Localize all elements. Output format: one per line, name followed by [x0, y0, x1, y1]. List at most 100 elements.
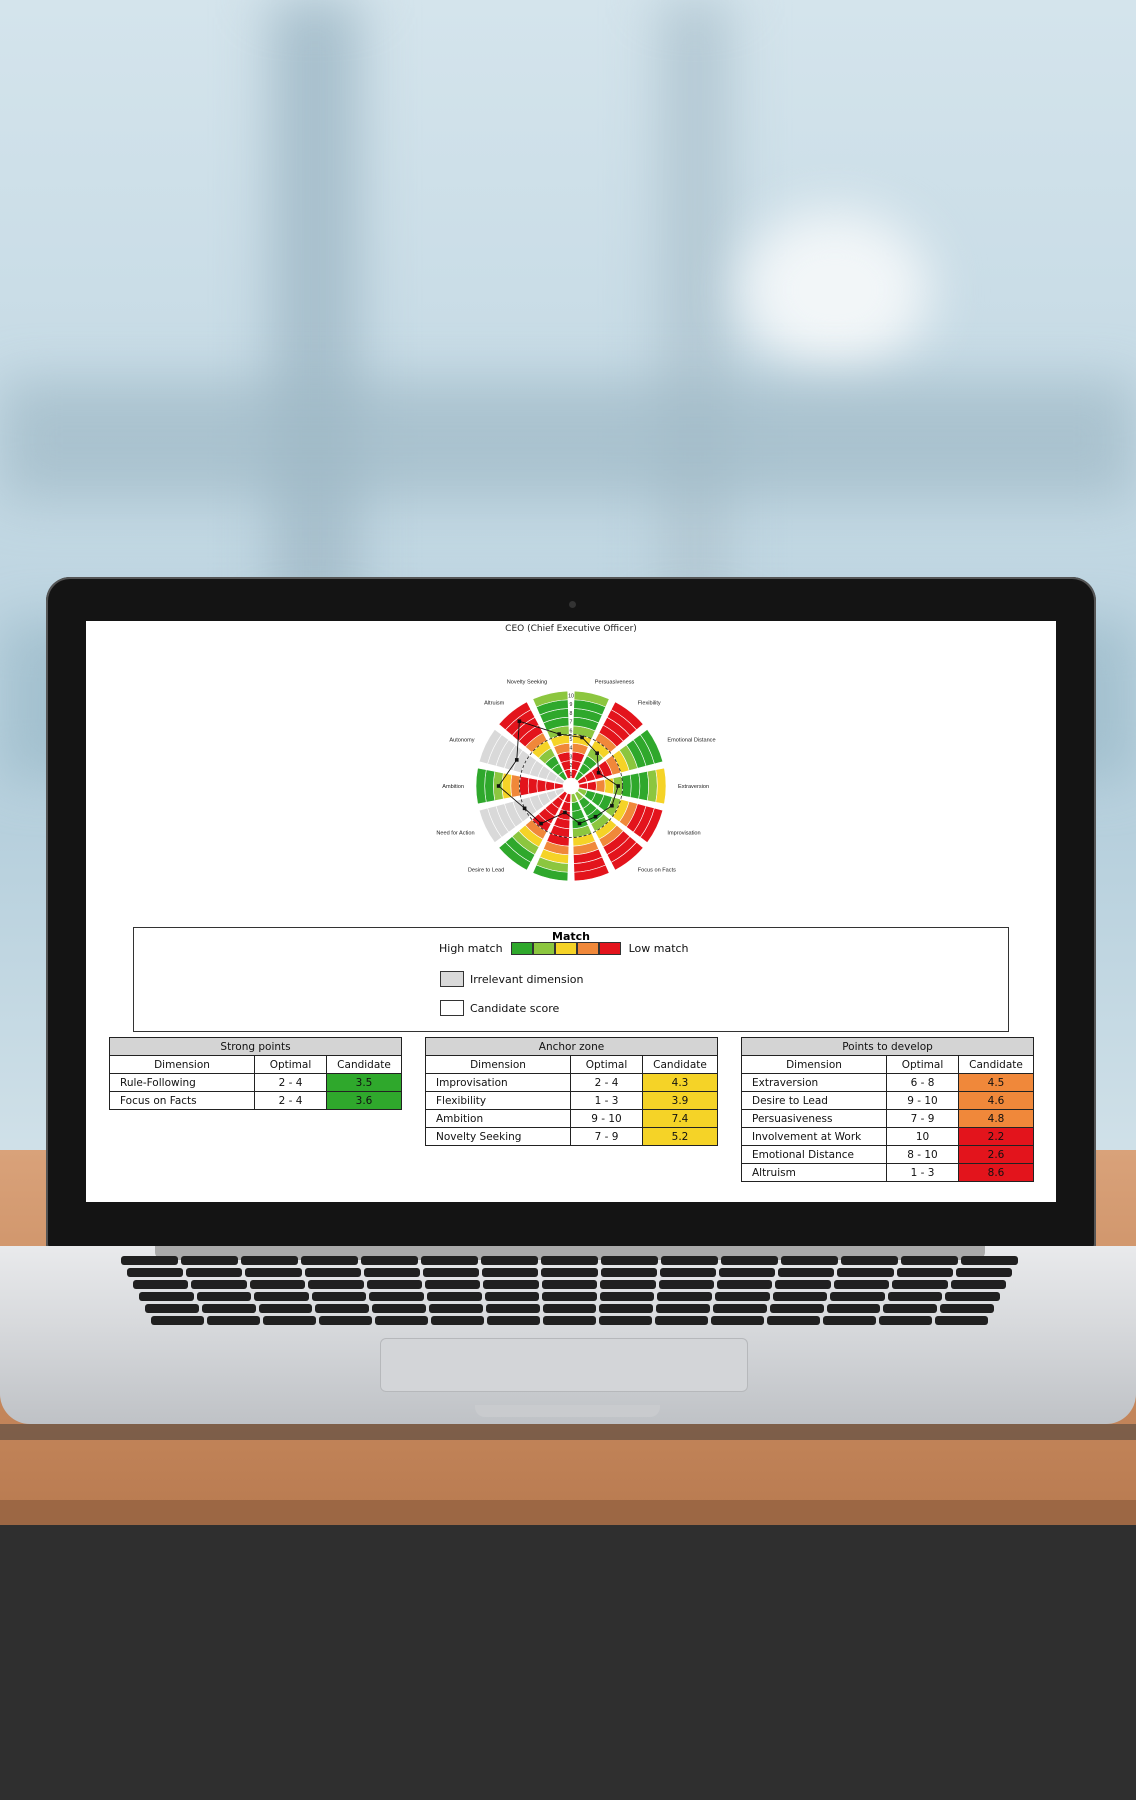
- radar-segment: [498, 701, 532, 731]
- radar-reference-circle: [519, 734, 623, 838]
- keyboard-key: [599, 1292, 655, 1301]
- radar-segment: [621, 774, 632, 798]
- keyboard-key: [375, 1316, 428, 1325]
- table-title: Points to develop: [741, 1037, 1034, 1056]
- keyboard-key: [541, 1280, 598, 1289]
- radar-axis-label: Flexibility: [638, 700, 661, 706]
- radar-axis-label: Focus on Facts: [638, 868, 676, 874]
- cell-candidate: 2.6: [958, 1145, 1034, 1164]
- cell-candidate: 3.5: [325, 1073, 403, 1092]
- candidate-swatch: [440, 1000, 464, 1016]
- keyboard-key: [186, 1268, 243, 1277]
- candidate-score-point: [593, 814, 598, 819]
- match-color-scale: [510, 942, 621, 955]
- radar-segment: [484, 769, 496, 803]
- keyboard-key: [955, 1268, 1012, 1277]
- keyboard-key: [201, 1304, 256, 1313]
- table-row: Flexibility 1 - 3 3.9: [425, 1091, 719, 1110]
- keyboard-key: [542, 1304, 597, 1313]
- keyboard-key: [425, 1280, 481, 1289]
- radar-axis-label: Desire to Lead: [468, 868, 504, 874]
- window-frame-blur: [270, 0, 360, 620]
- candidate-score-point: [517, 719, 522, 724]
- cell-dimension: Extraversion: [741, 1073, 887, 1092]
- cell-candidate: 4.8: [958, 1109, 1034, 1128]
- keyboard-key: [315, 1304, 370, 1313]
- keyboard-key: [599, 1304, 654, 1313]
- table-row: Focus on Facts 2 - 4 3.6: [109, 1091, 403, 1110]
- radar-axis-label: Novelty Seeking: [507, 680, 547, 686]
- keyboard: [120, 1256, 1020, 1328]
- radar-segment: [478, 728, 503, 765]
- keyboard-key: [181, 1256, 238, 1265]
- candidate-score-point: [563, 810, 567, 815]
- cell-candidate: 5.2: [641, 1127, 719, 1146]
- table-row: Ambition 9 - 10 7.4: [425, 1109, 719, 1128]
- keyboard-key: [661, 1256, 718, 1265]
- keyboard-key: [263, 1316, 316, 1325]
- keyboard-key: [713, 1304, 767, 1313]
- table-edge: [0, 1500, 1136, 1525]
- keyboard-key: [655, 1316, 708, 1325]
- match-scale-swatch-2: [532, 942, 555, 955]
- candidate-label: Candidate score: [470, 1001, 560, 1015]
- keyboard-key: [133, 1280, 189, 1289]
- keyboard-key: [772, 1292, 828, 1301]
- radar-segment: [536, 779, 547, 793]
- keyboard-key: [127, 1268, 184, 1277]
- table-row: Altruism 1 - 3 8.6: [741, 1163, 1034, 1182]
- match-legend: Match High match Low match Irrelevant di…: [133, 927, 1009, 1032]
- candidate-score-point: [616, 784, 620, 788]
- col-optimal: Optimal: [570, 1055, 643, 1074]
- radar-segment: [573, 864, 610, 882]
- cell-optimal: 7 - 9: [570, 1127, 643, 1146]
- radar-axis-label: Improvisation: [667, 830, 700, 836]
- cell-dimension: Novelty Seeking: [425, 1127, 571, 1146]
- radar-scale-label: 6: [570, 728, 573, 734]
- radar-scale-label: 8: [570, 711, 573, 717]
- keyboard-key: [600, 1280, 656, 1289]
- keyboard-key: [427, 1292, 482, 1301]
- cell-dimension: Desire to Lead: [741, 1091, 887, 1110]
- keyboard-key: [778, 1268, 835, 1277]
- radar-axis-label: Persuasiveness: [595, 680, 635, 686]
- trackpad: [380, 1338, 748, 1392]
- laptop-shadow: [0, 1424, 1136, 1440]
- keyboard-key: [767, 1316, 820, 1325]
- keyboard-key: [196, 1292, 252, 1301]
- radar-chart: Persuasiveness Flexibility Emotional Dista…: [436, 680, 716, 882]
- keyboard-key: [879, 1316, 932, 1325]
- radar-axis-label: Altruism: [484, 700, 505, 706]
- match-scale-swatch-4: [576, 942, 599, 955]
- radar-axis-label: Ambition: [442, 784, 464, 790]
- keyboard-key: [542, 1292, 597, 1301]
- keyboard-key: [892, 1280, 948, 1289]
- keyboard-key: [599, 1316, 652, 1325]
- cell-candidate: 4.6: [958, 1091, 1034, 1110]
- keyboard-key: [421, 1256, 478, 1265]
- irrelevant-swatch: [440, 971, 464, 987]
- match-scale-swatch-5: [598, 942, 621, 955]
- cell-dimension: Ambition: [425, 1109, 571, 1128]
- lid-notch: [475, 1405, 660, 1417]
- cell-optimal: 2 - 4: [254, 1091, 327, 1110]
- keyboard-key: [249, 1280, 306, 1289]
- window-frame-blur-2: [660, 0, 730, 620]
- cell-optimal: 9 - 10: [570, 1109, 643, 1128]
- radar-segment: [655, 767, 667, 805]
- keyboard-key: [717, 1280, 773, 1289]
- keyboard-key: [482, 1268, 539, 1277]
- radar-scale-label: 3: [570, 754, 573, 760]
- radar-scale-label: 7: [570, 720, 573, 726]
- skyline-blur: [0, 380, 1136, 500]
- radar-axis-label: Autonomy: [449, 738, 474, 744]
- keyboard-key: [945, 1292, 1000, 1301]
- table-row: Involvement at Work 10 2.2: [741, 1127, 1034, 1146]
- cell-optimal: 10: [886, 1127, 959, 1146]
- keyboard-key: [423, 1268, 480, 1277]
- dark-footer-area: [0, 1525, 1136, 1800]
- col-dimension: Dimension: [425, 1055, 571, 1074]
- radar-segment: [610, 701, 644, 731]
- keyboard-key: [363, 1268, 420, 1277]
